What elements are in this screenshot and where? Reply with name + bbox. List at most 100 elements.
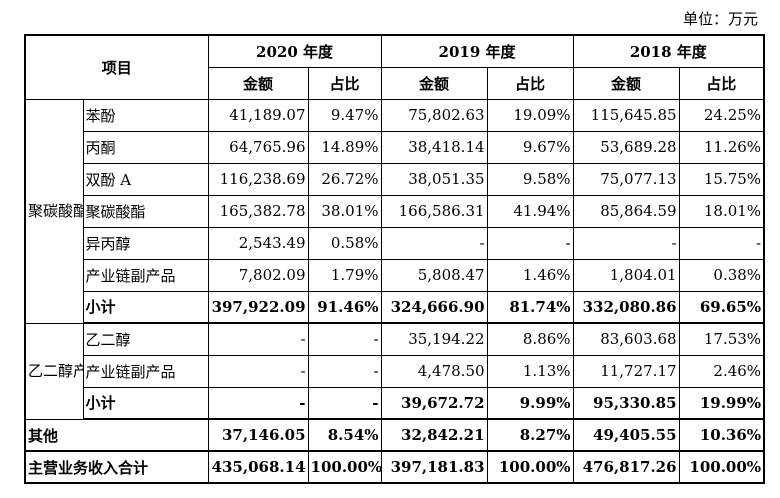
row-label: 聚碳酸酯 bbox=[82, 194, 209, 228]
amount-cell: 5,808.47 bbox=[380, 258, 488, 292]
ratio-cell: 2.46% bbox=[678, 354, 765, 388]
ratio-cell: 8.54% bbox=[307, 418, 382, 452]
amount-cell: 4,478.50 bbox=[380, 354, 488, 388]
amount-cell: 476,817.26 bbox=[572, 450, 680, 484]
amount-cell: 1,804.01 bbox=[572, 258, 680, 292]
amount-cell: 39,672.72 bbox=[380, 386, 488, 420]
ratio-cell: 81.74% bbox=[486, 290, 574, 324]
row-label: 其他 bbox=[24, 418, 209, 452]
amount-cell: 37,146.05 bbox=[207, 418, 309, 452]
amount-cell: 435,068.14 bbox=[207, 450, 309, 484]
ratio-cell: 15.75% bbox=[678, 162, 765, 196]
ratio-cell: 9.58% bbox=[486, 162, 574, 196]
ratio-cell: 8.27% bbox=[486, 418, 574, 452]
row-label: 小计 bbox=[82, 386, 209, 420]
amount-cell: 35,194.22 bbox=[380, 322, 488, 356]
ratio-cell: - bbox=[307, 386, 382, 420]
row-label: 小计 bbox=[82, 290, 209, 324]
table-row: 双酚 A 116,238.69 26.72% 38,051.35 9.58% 75,077… bbox=[25, 162, 765, 196]
subtotal-row: 小计 - -39,672.72 9.99% 95,330.85 19.99% bbox=[25, 386, 765, 420]
category-label: 乙二醇产业链 bbox=[24, 322, 84, 420]
ratio-cell: - bbox=[307, 354, 382, 388]
ratio-cell: 10.36% bbox=[678, 418, 765, 452]
amount-cell: 95,330.85 bbox=[572, 386, 680, 420]
header-amount: 金额 bbox=[572, 66, 680, 100]
amount-cell: - bbox=[207, 322, 309, 356]
row-label: 主营业务收入合计 bbox=[24, 450, 209, 484]
amount-cell: 7,802.09 bbox=[207, 258, 309, 292]
ratio-cell: 1.46% bbox=[486, 258, 574, 292]
header-year-2020: 2020 年度 bbox=[207, 34, 382, 68]
amount-cell: 49,405.55 bbox=[572, 418, 680, 452]
unit-label: 单位：万元 bbox=[682, 10, 758, 28]
row-label: 产业链副产品 bbox=[82, 258, 209, 292]
table-row: 产业链副产品 - -4,478.50 1.13% 11,727.17 2.46% bbox=[25, 354, 765, 388]
row-label: 异丙醇 bbox=[82, 226, 209, 260]
amount-cell: - bbox=[572, 226, 680, 260]
amount-cell: 38,051.35 bbox=[380, 162, 488, 196]
ratio-cell: 9.47% bbox=[307, 98, 382, 132]
amount-cell: 32,842.21 bbox=[380, 418, 488, 452]
ratio-cell: - bbox=[486, 226, 574, 260]
header-row-years: 项目 2020 年度 2019 年度 2018 年度 bbox=[24, 34, 765, 100]
amount-cell: 116,238.69 bbox=[207, 162, 309, 196]
category-label: 聚碳酸酯产业链 bbox=[24, 98, 84, 324]
amount-cell: - bbox=[380, 226, 488, 260]
amount-cell: - bbox=[207, 386, 309, 420]
amount-cell: 53,689.28 bbox=[572, 130, 680, 164]
table-row: 异丙醇 2,543.49 0.58% - - - - bbox=[25, 226, 765, 260]
ratio-cell: 9.67% bbox=[486, 130, 574, 164]
amount-cell: 324,666.90 bbox=[380, 290, 488, 324]
header-ratio: 占比 bbox=[486, 66, 574, 100]
row-label: 丙酮 bbox=[82, 130, 209, 164]
amount-cell: 75,077.13 bbox=[572, 162, 680, 196]
ratio-cell: - bbox=[307, 322, 382, 356]
ratio-cell: 100.00% bbox=[307, 450, 382, 484]
ratio-cell: 1.79% bbox=[307, 258, 382, 292]
table-row: 聚碳酸酯产业链苯酚41,189.079.47%75,802.6319.09%11… bbox=[24, 98, 765, 324]
total-row: 主营业务收入合计 435,068.14 100.00% 397,181.83 100.0… bbox=[24, 450, 765, 484]
row-label: 双酚 A bbox=[82, 162, 209, 196]
ratio-cell: 18.01% bbox=[678, 194, 765, 228]
row-label: 苯酚 bbox=[82, 98, 209, 132]
amount-cell: 332,080.86 bbox=[572, 290, 680, 324]
amount-cell: 64,765.96 bbox=[207, 130, 309, 164]
ratio-cell: 11.26% bbox=[678, 130, 765, 164]
ratio-cell: 26.72% bbox=[307, 162, 382, 196]
amount-cell: 41,189.07 bbox=[207, 98, 309, 132]
header-amount: 金额 bbox=[380, 66, 488, 100]
header-ratio: 占比 bbox=[307, 66, 382, 100]
ratio-cell: 9.99% bbox=[486, 386, 574, 420]
header-item: 项目 bbox=[24, 34, 209, 100]
subtotal-row: 小计 397,922.09 91.46% 324,666.90 81.74% 332,08… bbox=[25, 290, 765, 324]
ratio-cell: 19.09% bbox=[486, 98, 574, 132]
revenue-table: 项目 2020 年度 2019 年度 2018 年度 金额 占比 金额 占比 金… bbox=[24, 34, 766, 484]
ratio-cell: 17.53% bbox=[678, 322, 765, 356]
ratio-cell: 14.89% bbox=[307, 130, 382, 164]
ratio-cell: 0.58% bbox=[307, 226, 382, 260]
header-row-metrics: 金额 占比 金额 占比 金额 占比 bbox=[25, 66, 765, 100]
amount-cell: 38,418.14 bbox=[380, 130, 488, 164]
ratio-cell: 0.38% bbox=[678, 258, 765, 292]
amount-cell: 397,181.83 bbox=[380, 450, 488, 484]
table-row: 丙酮 64,765.96 14.89% 38,418.14 9.67% 53,689.28… bbox=[25, 130, 765, 164]
amount-cell: 165,382.78 bbox=[207, 194, 309, 228]
amount-cell: 85,864.59 bbox=[572, 194, 680, 228]
ratio-cell: - bbox=[678, 226, 765, 260]
ratio-cell: 24.25% bbox=[678, 98, 765, 132]
ratio-cell: 8.86% bbox=[486, 322, 574, 356]
table-row: 聚碳酸酯 165,382.78 38.01% 166,586.31 41.94% 85,8… bbox=[25, 194, 765, 228]
ratio-cell: 91.46% bbox=[307, 290, 382, 324]
amount-cell: 83,603.68 bbox=[572, 322, 680, 356]
header-year-2018: 2018 年度 bbox=[572, 34, 765, 68]
row-label: 乙二醇 bbox=[82, 322, 209, 356]
amount-cell: 75,802.63 bbox=[380, 98, 488, 132]
header-ratio: 占比 bbox=[678, 66, 765, 100]
ratio-cell: 69.65% bbox=[678, 290, 765, 324]
row-label: 产业链副产品 bbox=[82, 354, 209, 388]
amount-cell: 2,543.49 bbox=[207, 226, 309, 260]
amount-cell: 115,645.85 bbox=[572, 98, 680, 132]
table-row: 产业链副产品 7,802.09 1.79% 5,808.47 1.46% 1,804.01… bbox=[25, 258, 765, 292]
ratio-cell: 41.94% bbox=[486, 194, 574, 228]
